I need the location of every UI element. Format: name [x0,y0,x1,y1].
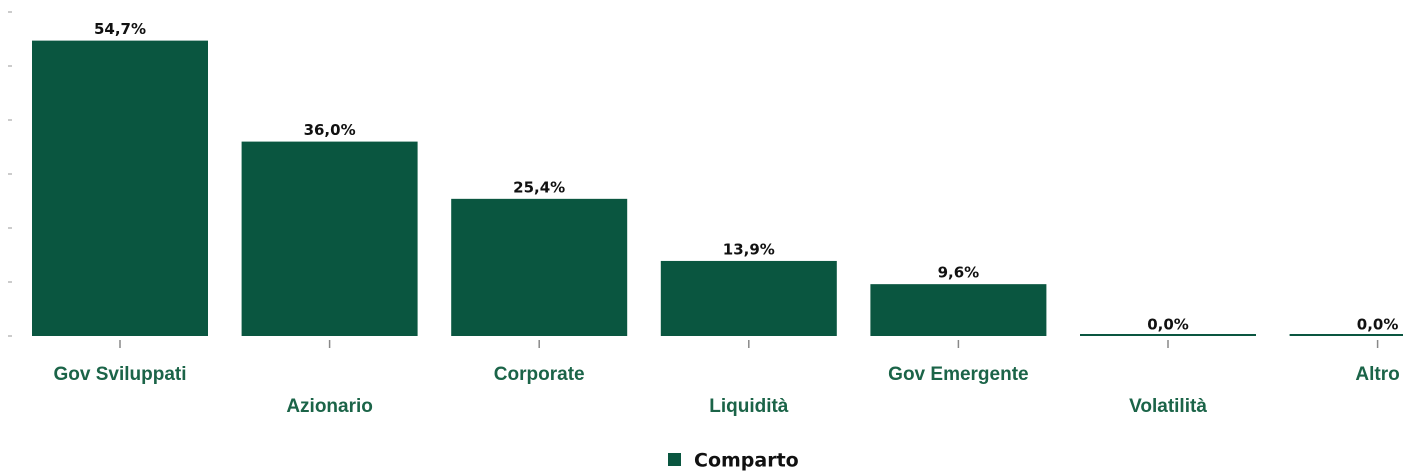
value-label: 13,9% [723,240,775,258]
bar [660,260,837,336]
x-tick-label: Corporate [494,364,585,385]
value-label: 36,0% [304,121,356,139]
bar [870,284,1047,336]
bar [1080,334,1256,336]
legend-label: Comparto [694,450,799,472]
bar [451,198,628,336]
x-tick-label: Azionario [286,396,373,417]
bar [1289,334,1403,336]
x-tick-label: Liquidità [709,396,789,417]
legend-swatch [668,453,681,466]
value-label: 9,6% [938,264,980,282]
bar [241,141,418,336]
x-tick-label: Gov Sviluppati [53,364,186,385]
value-label: 25,4% [513,178,565,196]
bar [32,40,208,337]
value-label: 0,0% [1357,316,1399,334]
value-label: 54,7% [94,20,146,38]
x-tick-label: Gov Emergente [888,364,1028,385]
x-tick-label: Volatilità [1129,396,1207,417]
value-label: 0,0% [1147,316,1189,334]
x-tick-label: Altro [1355,364,1399,385]
